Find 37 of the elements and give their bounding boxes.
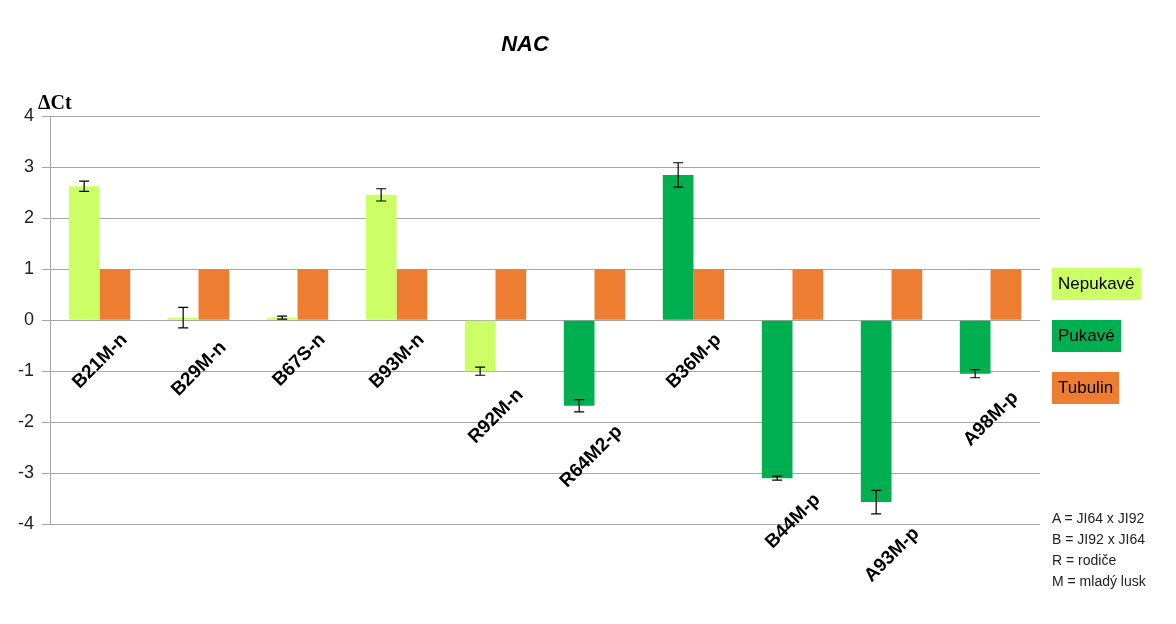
y-tick-label: -3 — [17, 462, 34, 483]
y-tick-label: -4 — [17, 512, 34, 533]
bar — [396, 269, 428, 320]
bar — [891, 269, 923, 320]
bar — [792, 269, 824, 320]
bar — [198, 269, 230, 320]
y-tick-label: 2 — [23, 207, 34, 228]
bar — [990, 269, 1022, 320]
text: R = rodiče — [1052, 551, 1118, 570]
y-tick-label: 3 — [23, 156, 34, 177]
y-tick-label: 1 — [23, 258, 34, 279]
bar — [959, 320, 991, 374]
bar — [167, 317, 199, 320]
y-tick-label: 4 — [23, 105, 34, 126]
bar — [662, 174, 694, 320]
bar — [99, 269, 131, 320]
bar — [68, 186, 100, 320]
bar — [761, 320, 793, 479]
bar — [594, 269, 626, 320]
text: Pukavé — [1052, 320, 1121, 352]
text: B = JI92 x JI64 — [1052, 530, 1146, 549]
y-axis-title: ΔCt — [38, 91, 72, 114]
bar — [495, 269, 527, 320]
y-tick-label: -2 — [17, 411, 34, 432]
bar — [693, 269, 725, 320]
text: M = mladý lusk — [1052, 572, 1146, 591]
y-tick-label: 0 — [23, 309, 34, 330]
text: A = JI64 x JI92 — [1052, 509, 1146, 528]
y-tick-label: -1 — [17, 360, 34, 381]
bar — [365, 194, 397, 320]
bar — [563, 320, 595, 406]
bar — [464, 320, 496, 372]
bar — [860, 320, 892, 503]
text: Tubulin — [1052, 372, 1120, 404]
chart-title: NAC — [501, 31, 550, 57]
bar — [297, 269, 329, 320]
text: Nepukavé — [1052, 268, 1141, 300]
